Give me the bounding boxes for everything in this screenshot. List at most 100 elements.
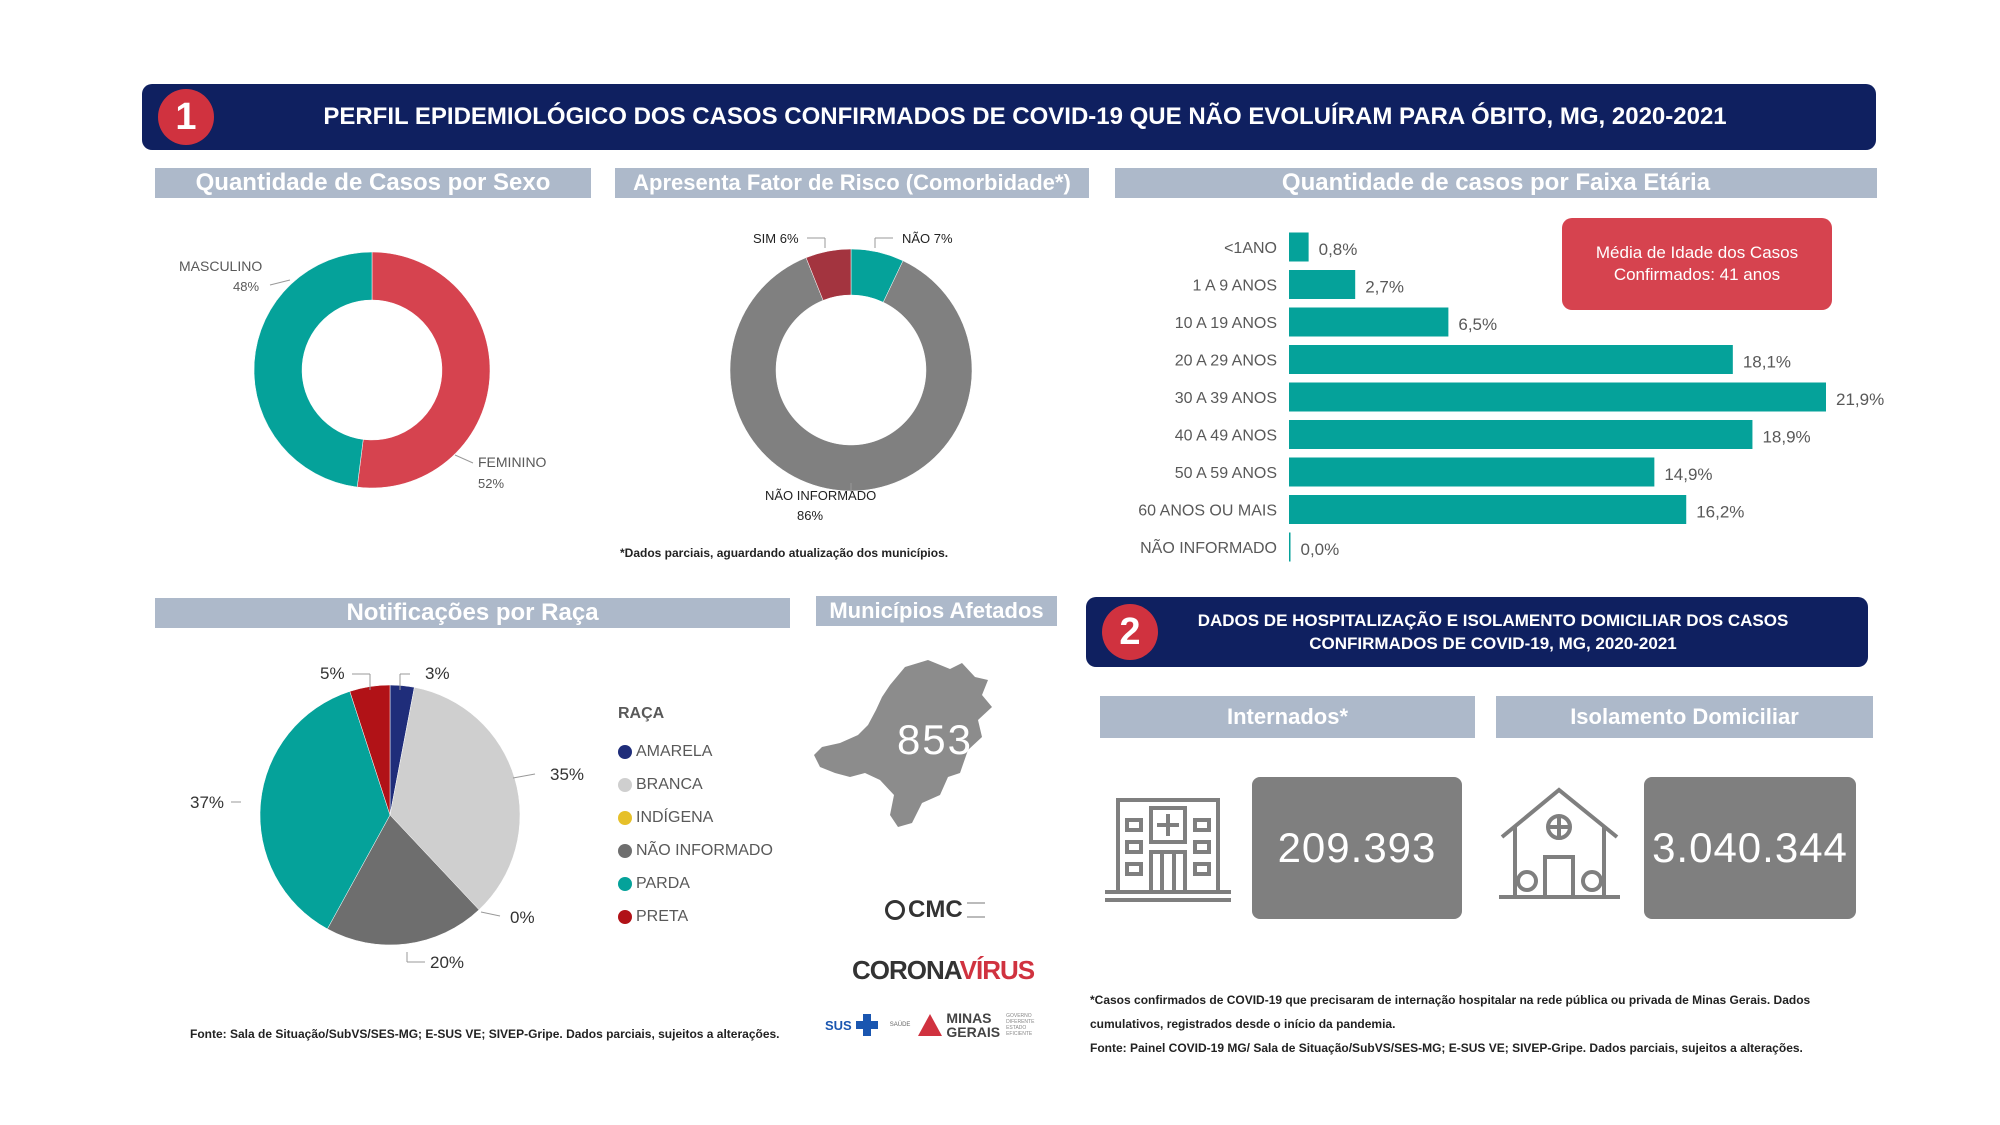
risco-slice-sim [805,248,852,301]
faixa-bar [1289,307,1449,337]
section2-title: DADOS DE HOSPITALIZAÇÃO E ISOLAMENTO DOM… [1158,609,1828,655]
faixa-category-label: 1 A 9 ANOS [1193,278,1278,295]
raca-label-parda: 37% [190,793,224,812]
section2-number: 2 [1102,604,1158,660]
faixa-bar [1289,270,1356,299]
raca-legend-item: INDÍGENA [618,801,773,834]
raca-legend: RAÇA AMARELA BRANCA INDÍGENA NÃO INFORMADO P… [618,705,773,933]
minas-triangle-icon [918,1014,943,1036]
masc-value: 48% [233,279,259,294]
raca-header: Notificações por Raça [155,598,790,628]
faixa-category-label: 10 A 19 ANOS [1175,315,1277,332]
raca-label-amarela: 3% [425,664,450,683]
raca-label-preta: 5% [320,664,345,683]
legend-dot-icon [618,810,632,825]
faixa-category-label: <1ANO [1224,240,1277,257]
faixa-value-label: 0,0% [1301,540,1340,559]
raca-legend-items: AMARELA BRANCA INDÍGENA NÃO INFORMADO PARDA P… [618,735,773,933]
raca-label-naoinformado: 20% [430,953,464,972]
section1-title: PERFIL EPIDEMIOLÓGICO DOS CASOS CONFIRMA… [323,103,1727,130]
faixa-bar [1289,345,1733,374]
faixa-bar [1289,232,1309,262]
nao-label: NÃO 7% [902,231,953,246]
minas-gerais-text: MINAS GERAIS [946,1010,1001,1040]
raca-legend-label: AMARELA [636,742,713,760]
raca-legend-label: NÃO INFORMADO [636,841,773,859]
risco-note: *Dados parciais, aguardando atualização … [620,546,949,560]
indigena-leader [480,911,501,917]
faixa-bar [1289,382,1826,412]
cmc-logo-text: CMC [908,896,963,923]
isolamento-value: 3.040.344 [1652,824,1848,871]
section1-banner: 1 PERFIL EPIDEMIOLÓGICO DOS CASOS CONFIR… [142,84,1876,150]
raca-legend-item: PRETA [618,900,773,933]
raca-label-branca: 35% [550,765,584,784]
raca-legend-label: INDÍGENA [636,808,714,826]
mg-map-icon [814,660,992,827]
faixa-value-label: 0,8% [1319,240,1358,259]
corona-text: CORONA [852,955,961,985]
hospital-icon [1105,798,1231,902]
internados-header: Internados* [1100,696,1475,738]
legend-dot-icon [618,744,632,759]
faixa-category-label: 60 ANOS OU MAIS [1138,503,1277,520]
saude-text: SAÚDE [889,1022,911,1028]
faixa-header: Quantidade de casos por Faixa Etária [1115,168,1877,198]
ni-value: 86% [797,508,823,523]
municipios-value: 853 [896,716,974,763]
faixa-category-label: 20 A 29 ANOS [1175,353,1277,370]
internados-value-box: 209.393 [1252,777,1462,919]
faixa-bar-chart: <1ANO 0,8% 1 A 9 ANOS 2,7% 10 A 19 ANOS 6,5% 2… [1138,232,1884,562]
sexo-slice-feminino [356,251,491,489]
section2-banner: 2 DADOS DE HOSPITALIZAÇÃO E ISOLAMENTO D… [1086,597,1868,667]
media-idade-box: Média de Idade dos Casos Confirmados: 41… [1562,218,1832,310]
sim-label: SIM 6% [753,231,799,246]
legend-dot-icon [618,843,632,858]
notes-right-line3: Fonte: Painel COVID-19 MG/ Sala de Situa… [1090,1041,1803,1055]
masc-label: MASCULINO [179,258,262,274]
faixa-value-label: 16,2% [1696,503,1744,522]
faixa-category-label: 50 A 59 ANOS [1175,465,1277,482]
isolamento-header: Isolamento Domiciliar [1496,696,1873,738]
sus-cross-icon [855,1014,878,1036]
raca-pie-chart: 5% 3% 35% 0% 20% 37% [190,664,584,972]
section2-title-line2: CONFIRMADOS DE COVID-19, MG, 2020-2021 [1309,634,1677,653]
raca-legend-item: PARDA [618,867,773,900]
faixa-bar [1289,532,1291,562]
faixa-value-label: 14,9% [1664,465,1712,484]
sexo-header: Quantidade de Casos por Sexo [155,168,591,198]
internados-value: 209.393 [1277,824,1437,871]
legend-dot-icon [618,876,632,891]
risco-donut-chart: SIM 6% NÃO 7% NÃO INFORMADO 86% [729,231,973,523]
legend-dot-icon [618,909,632,924]
notes-right-line1: *Casos confirmados de COVID-19 que preci… [1090,993,1811,1007]
house-icon [1499,787,1620,899]
raca-legend-item: AMARELA [618,735,773,768]
faixa-value-label: 21,9% [1836,390,1884,409]
gov-logos: SUS SAÚDE MINAS GERAIS GOVERNO DIFERENTE … [825,1008,1055,1042]
risco-slice-n-o-informado [729,257,973,492]
cmc-logo-lines [966,902,985,918]
cmc-logo-icon [885,900,905,920]
notes-right-line2: cumulativos, registrados desde o início … [1090,1017,1396,1031]
faixa-value-label: 18,1% [1743,353,1791,372]
media-idade-text: Média de Idade dos Casos Confirmados: 41… [1595,243,1799,284]
faixa-value-label: 6,5% [1458,315,1497,334]
faixa-category-label: 30 A 39 ANOS [1175,390,1277,407]
faixa-bar [1289,457,1655,487]
sexo-slice-masculino [253,251,373,488]
raca-legend-label: BRANCA [636,775,703,793]
raca-slice-parda [259,691,391,930]
faixa-category-label: NÃO INFORMADO [1140,537,1277,557]
municipios-header: Municípios Afetados [816,596,1057,626]
faixa-category-label: 40 A 49 ANOS [1175,428,1277,445]
isolamento-value-box: 3.040.344 [1644,777,1856,919]
faixa-value-label: 18,9% [1762,428,1810,447]
legend-dot-icon [618,777,632,792]
raca-legend-label: PRETA [636,907,689,925]
raca-legend-title: RAÇA [618,705,665,722]
faixa-bar [1289,420,1753,449]
fem-leader [454,454,474,464]
branca-leader [512,773,536,779]
corona-virus-logo: CORONAVÍRUS [852,955,1035,986]
